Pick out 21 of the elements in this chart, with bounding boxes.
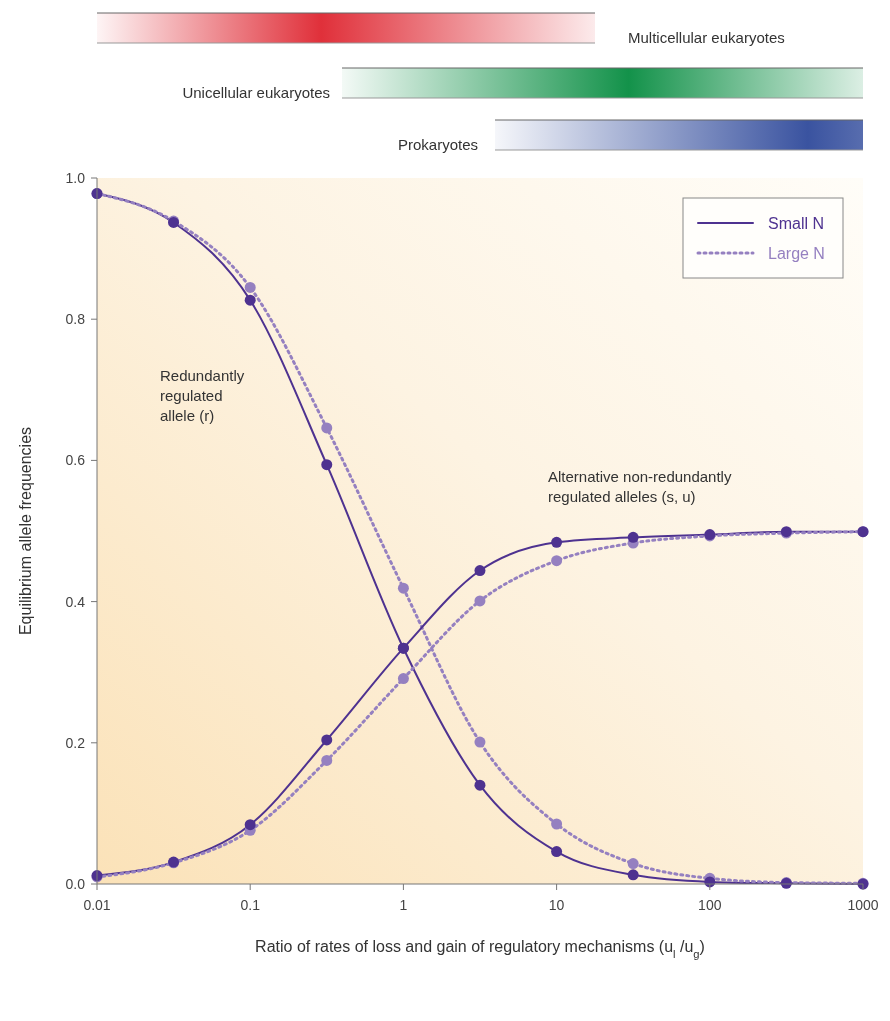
x-tick-label: 1000 <box>847 897 879 913</box>
text: Multicellular eukaryotes <box>628 29 785 46</box>
text: Prokaryotes <box>397 136 478 153</box>
text: Unicellular eukaryotes <box>182 84 330 101</box>
y-tick-label: 0.4 <box>65 593 86 610</box>
y-tick-label: 0.8 <box>65 311 86 328</box>
y-tick-label: 0.6 <box>65 452 86 469</box>
annotation: Alternative non-redundantly regulated alleles (s, u) <box>548 468 732 505</box>
x-tick-label: 0.01 <box>83 897 111 913</box>
x-tick-label: 1 <box>399 897 408 913</box>
legend-label: Small N <box>768 215 825 232</box>
y-axis-title: Equilibrium allele frequencies <box>17 426 34 636</box>
x-tick-label: 100 <box>698 897 722 913</box>
y-tick-label: 0.2 <box>65 734 86 751</box>
legend-label: Large N <box>768 245 825 262</box>
annotation: Redundantly regulated allele (r) <box>160 367 245 424</box>
x-axis-title: Ratio of rates of loss and gain of regulatory mechanisms (u$_{l}$ /u$_{g}$) <box>255 938 705 960</box>
y-tick-label: 0.0 <box>65 876 86 892</box>
y-tick-label: 1.0 <box>65 170 86 186</box>
x-tick-label: 0.1 <box>240 897 261 913</box>
x-tick-label: 10 <box>548 897 565 913</box>
